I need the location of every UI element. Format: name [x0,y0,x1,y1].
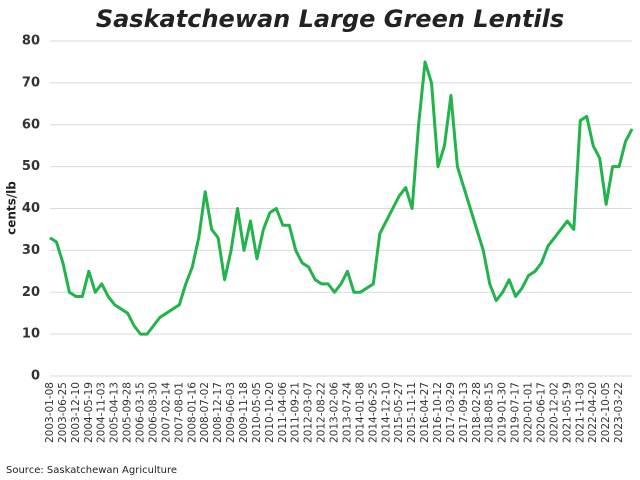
x-tick-label: 2023-03-22 [613,382,625,443]
chart-title: Saskatchewan Large Green Lentils [96,5,564,33]
x-tick-label: 2020-01-01 [523,382,535,443]
y-tick-label: 60 [22,117,40,132]
x-tick-label: 2022-04-20 [587,382,599,443]
x-tick-label: 2010-10-20 [264,382,276,443]
x-tick-label: 2015-05-27 [393,382,405,443]
x-tick-label: 2016-10-12 [432,382,444,443]
x-tick-label: 2019-01-30 [497,382,509,443]
x-tick-label: 2013-02-06 [329,382,341,443]
source: Source: Saskatchewan Agriculture [6,465,177,476]
x-tick-label: 2015-11-11 [406,382,418,443]
x-tick-label: 2006-03-15 [135,382,147,443]
y-tick-label: 20 [22,285,40,300]
y-tick-label: 70 [22,75,40,90]
x-tick-label: 2009-06-03 [225,382,237,443]
x-tick-label: 2010-05-05 [251,382,263,443]
x-tick-label: 2003-12-10 [70,382,82,443]
y-tick-label: 40 [22,201,40,216]
x-tick-label: 2008-12-17 [212,382,224,443]
x-tick-label: 2021-05-19 [561,382,573,443]
y-tick-label: 30 [22,243,40,258]
x-tick-label: 2005-04-13 [109,382,121,443]
line [49,60,634,336]
y-tick-label: 80 [22,34,40,49]
x-tick-label: 2017-03-29 [445,382,457,443]
x-tick-label: 2021-11-03 [574,382,586,443]
x-tick-label: 2004-11-03 [96,382,108,443]
x-tick-label: 2014-06-25 [367,382,379,443]
y-tick-label: 10 [22,327,40,342]
x-tick-label: 2014-01-08 [354,382,366,443]
x-tick-label: 2008-07-02 [199,382,211,443]
y-axis-label: cents/lb [5,181,19,235]
x-tick-label: 2020-06-17 [535,382,547,443]
x-tick-label: 2007-02-14 [160,382,172,443]
x-tick-label: 2012-03-07 [303,382,315,443]
x-tick-label: 2006-08-30 [147,382,159,443]
x-tick-label: 2008-01-16 [186,382,198,443]
x-tick-label: 2012-08-22 [316,382,328,443]
x-tick-label: 2009-11-18 [238,382,250,443]
x-tick-label: 2019-07-17 [510,382,522,443]
x-tick-label: 2018-08-15 [484,382,496,443]
x-tick-label: 2003-01-08 [44,382,56,443]
x-tick-label: 2007-08-01 [173,382,185,443]
x-tick-label: 2022-10-05 [600,382,612,443]
x-tick-label: 2003-06-25 [57,382,69,443]
x-tick-label: 2013-07-24 [341,382,353,443]
x-tick-label: 2014-12-10 [380,382,392,443]
y-tick-label: 50 [22,159,40,174]
y-tick-label: 0 [31,369,40,384]
x-tick-label: 2004-05-19 [83,382,95,443]
x-tick-label: 2020-12-02 [548,382,560,443]
x-tick-label: 2017-09-13 [458,382,470,443]
x-tick-label: 2011-09-21 [290,382,302,443]
x-tick-label: 2018-02-28 [471,382,483,443]
x-tick-label: 2016-04-27 [419,382,431,443]
x-tick-label: 2011-04-06 [277,382,289,443]
x-tick-label: 2005-09-28 [122,382,134,443]
